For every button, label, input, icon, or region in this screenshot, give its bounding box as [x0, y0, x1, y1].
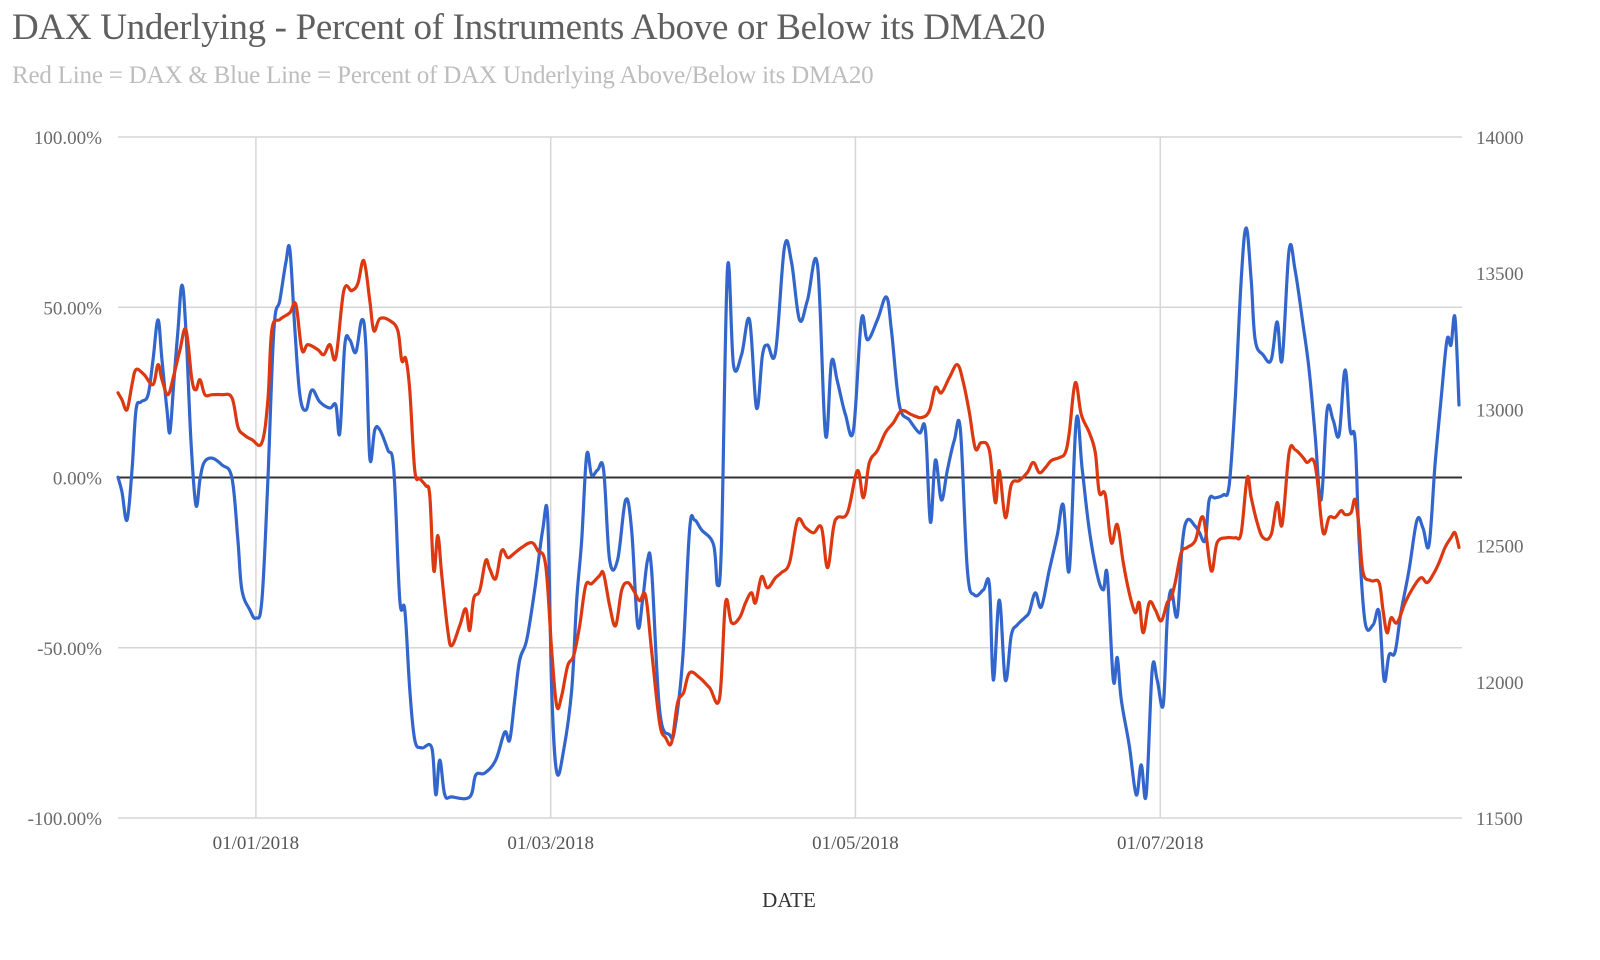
y-right-tick-label: 13000 [1476, 400, 1524, 421]
x-tick-label: 01/03/2018 [507, 833, 594, 854]
chart-title: DAX Underlying - Percent of Instruments … [12, 7, 1046, 48]
x-tick-label: 01/05/2018 [812, 833, 899, 854]
y-right-tick-label: 13500 [1476, 264, 1524, 285]
y-left-tick-label: 50.00% [43, 298, 102, 319]
y-right-tick-label: 12500 [1476, 537, 1524, 558]
y-left-tick-label: -50.00% [37, 639, 102, 660]
series-line-dax [116, 258, 1461, 747]
y-right-tick-label: 11500 [1476, 809, 1523, 830]
y-right-tick-label: 14000 [1476, 128, 1524, 149]
chart-subtitle: Red Line = DAX & Blue Line = Percent of … [12, 62, 874, 89]
x-axis-title: DATE [762, 888, 816, 912]
y-left-tick-label: 0.00% [53, 469, 102, 490]
series-lines [116, 226, 1461, 801]
axis-ticks: 100.00% 50.00% 0.00% -50.00% -100.00% 14000 13… [28, 128, 1524, 854]
x-tick-label: 01/07/2018 [1117, 833, 1204, 854]
gridlines [118, 136, 1462, 819]
y-left-tick-label: -100.00% [28, 809, 103, 830]
series-line-percent-above-dma20 [116, 226, 1461, 801]
y-left-tick-label: 100.00% [34, 128, 102, 149]
x-tick-label: 01/01/2018 [213, 833, 300, 854]
y-right-tick-label: 12000 [1476, 673, 1524, 694]
